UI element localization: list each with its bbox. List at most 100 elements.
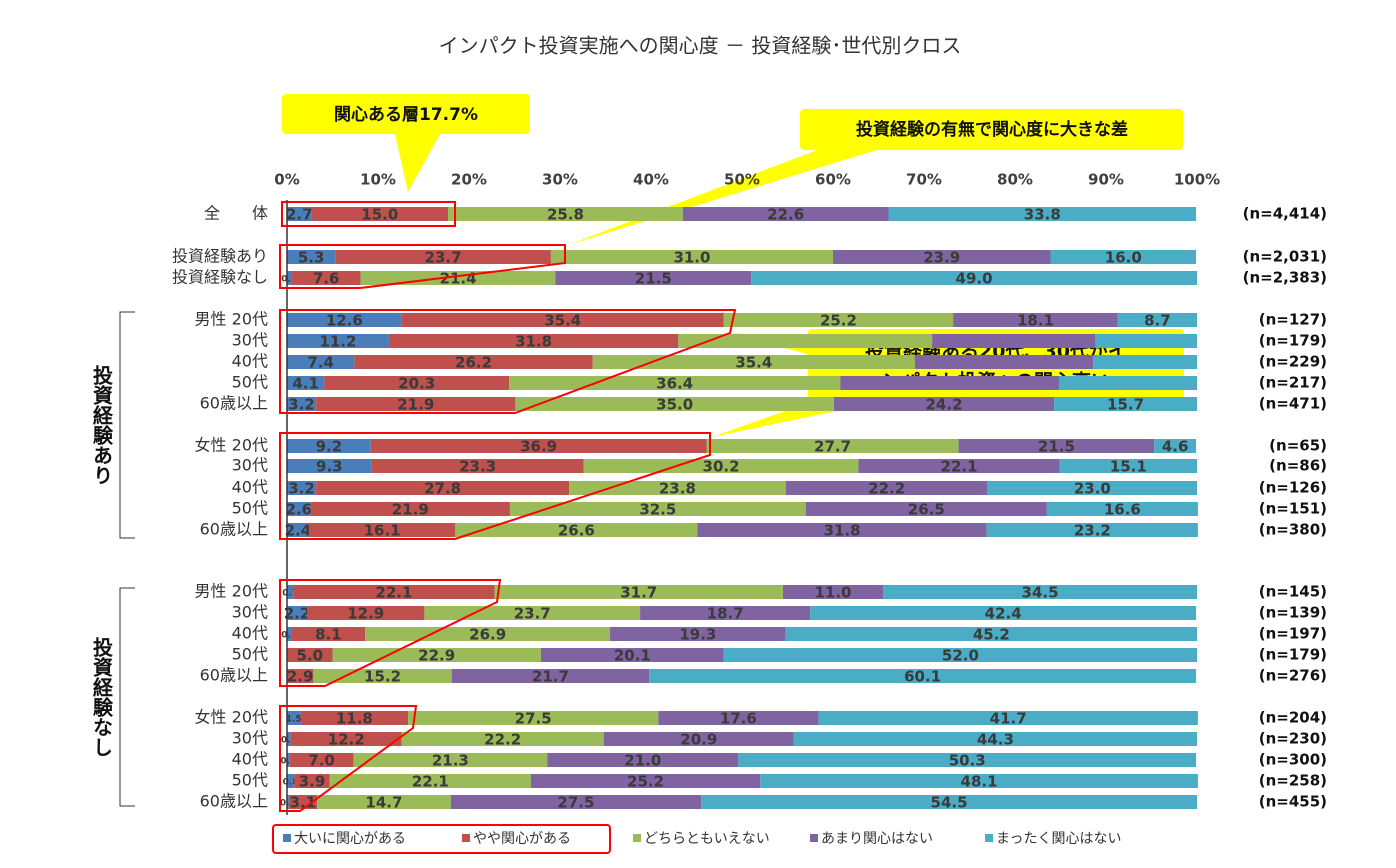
- bar-segment: [332, 648, 541, 662]
- value-label: 7.4: [307, 354, 334, 372]
- bar-segment: [751, 271, 1197, 285]
- value-label: 23.7: [514, 605, 551, 623]
- bar-segment: [307, 606, 425, 620]
- value-label: 16.0: [1105, 249, 1142, 267]
- x-tick-label: 50%: [724, 171, 760, 189]
- bar-segment: [335, 250, 551, 264]
- group-bracket: [119, 311, 135, 539]
- highlight: [279, 705, 418, 812]
- category-label: 全 体: [204, 204, 268, 223]
- bar-segment: [1095, 334, 1197, 348]
- bar-segment: [287, 397, 317, 411]
- category-label: 女性 20代: [195, 436, 268, 455]
- bar-segment: [310, 502, 510, 516]
- callout-box: [282, 94, 530, 134]
- legend-label: やや関心がある: [473, 831, 571, 847]
- value-label: 20.1: [614, 647, 651, 665]
- value-label: 23.7: [425, 249, 462, 267]
- bar-segment: [858, 459, 1060, 473]
- value-label: 3.2: [288, 396, 315, 414]
- value-label: 26.6: [558, 522, 595, 540]
- bar-segment: [1093, 355, 1197, 369]
- value-label: 26.5: [908, 501, 945, 519]
- bar-segment: [592, 355, 915, 369]
- value-label: 42.4: [985, 605, 1022, 623]
- bar-segment: [697, 523, 987, 537]
- bar-segment: [287, 376, 325, 390]
- value-label: 22.1: [941, 458, 978, 476]
- category-label: 40代: [232, 478, 268, 497]
- bar-segment: [324, 376, 510, 390]
- sample-size: (n=179): [1259, 646, 1327, 664]
- x-tick-label: 10%: [360, 171, 396, 189]
- bar-segment: [1154, 439, 1197, 453]
- bar-segment: [287, 313, 402, 327]
- value-label: 11.0: [814, 584, 851, 602]
- value-label: 30.2: [703, 458, 740, 476]
- value-label: 19.3: [679, 626, 716, 644]
- bar-segment: [782, 585, 884, 599]
- bar-segment: [515, 397, 834, 411]
- value-label: 0.2: [280, 799, 296, 809]
- legend-swatch: [985, 834, 993, 842]
- legend-swatch: [810, 834, 818, 842]
- bar-segment: [833, 397, 1055, 411]
- bar-segment: [408, 711, 659, 725]
- callout-text: 関心ある層17.7%: [334, 105, 478, 125]
- sample-size: (n=276): [1259, 667, 1327, 685]
- highlight: [279, 244, 566, 289]
- value-label: 18.7: [707, 605, 744, 623]
- category-label: 30代: [232, 729, 268, 748]
- bar-segment: [287, 439, 371, 453]
- bar-segment: [401, 313, 724, 327]
- bar-segment: [785, 627, 1197, 641]
- value-label: 26.9: [469, 626, 506, 644]
- x-tick-label: 90%: [1088, 171, 1124, 189]
- bar-segment: [311, 207, 449, 221]
- category-label: 男性 20代: [195, 582, 268, 601]
- x-tick-label: 20%: [451, 171, 487, 189]
- bar-segment: [793, 732, 1197, 746]
- sample-size: (n=139): [1259, 604, 1327, 622]
- value-label: 21.5: [635, 270, 672, 288]
- value-label: 12.9: [347, 605, 384, 623]
- value-label: 2.6: [286, 501, 313, 519]
- bar-segment: [509, 376, 841, 390]
- legend-label: 大いに関心がある: [294, 831, 406, 847]
- bar-segment: [290, 732, 402, 746]
- sample-size: (n=126): [1259, 479, 1327, 497]
- highlight: [279, 309, 737, 414]
- value-label: 9.2: [316, 438, 343, 456]
- callout-text: 投資経験の有無で関心度に大きな差: [856, 119, 1128, 140]
- bar-segment: [986, 523, 1198, 537]
- bar-segment: [288, 795, 318, 809]
- bar-segment: [287, 627, 292, 641]
- bar-segment: [451, 669, 650, 683]
- bar-segment: [603, 732, 794, 746]
- bar-segment: [987, 481, 1197, 495]
- category-label: 50代: [232, 771, 268, 790]
- x-tick-label: 70%: [906, 171, 942, 189]
- legend-swatch: [462, 834, 470, 842]
- sample-size: (n=127): [1259, 311, 1327, 329]
- bar-segment: [738, 753, 1197, 767]
- value-label: 49.0: [956, 270, 993, 288]
- category-label: 60歳以上: [200, 394, 268, 413]
- bar-segment: [316, 397, 516, 411]
- bar-segment: [818, 711, 1198, 725]
- sample-size: (n=217): [1259, 374, 1327, 392]
- bar-segment: [287, 355, 355, 369]
- bar-segment: [287, 250, 336, 264]
- bar-segment: [530, 774, 761, 788]
- value-label: 4.6: [1162, 438, 1189, 456]
- value-label: 11.2: [319, 333, 356, 351]
- bar-segment: [810, 606, 1197, 620]
- value-label: 20.9: [680, 731, 717, 749]
- bar-segment: [649, 669, 1197, 683]
- bar-segment: [316, 481, 570, 495]
- value-label: 31.0: [673, 249, 710, 267]
- bar-segment: [555, 271, 752, 285]
- category-label: 50代: [232, 373, 268, 392]
- bar-segment: [370, 439, 707, 453]
- bar-segment: [1046, 502, 1198, 516]
